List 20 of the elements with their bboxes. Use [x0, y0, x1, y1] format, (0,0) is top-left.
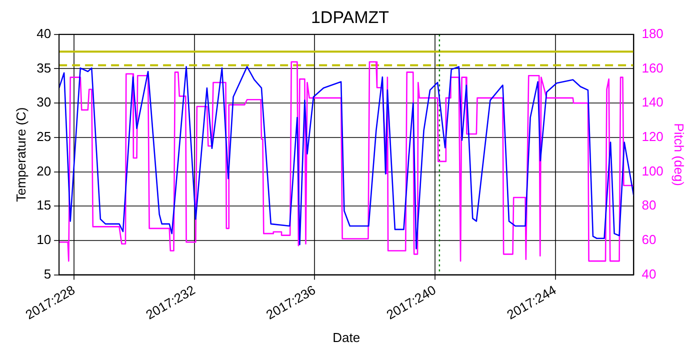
y2-axis-title: Pitch (deg) [672, 123, 687, 186]
y-tick-label: 25 [36, 129, 52, 144]
y-tick-label: 30 [36, 94, 52, 110]
x-axis-title: Date [332, 330, 360, 345]
y2-tick-label: 120 [642, 129, 664, 144]
y2-tick-label: 80 [642, 198, 656, 213]
y-tick-label: 40 [36, 26, 52, 41]
chart-title: 1DPAMZT [310, 8, 390, 27]
y-tick-label: 15 [36, 198, 52, 213]
y2-tick-label: 160 [642, 60, 664, 76]
y-tick-label: 5 [44, 266, 52, 282]
y2-tick-label: 140 [642, 94, 664, 110]
y2-tick-label: 100 [642, 163, 664, 178]
y-axis-title: Temperature (C) [13, 107, 28, 202]
y-tick-label: 20 [36, 163, 52, 178]
y-tick-label: 10 [36, 232, 52, 248]
y2-tick-label: 40 [642, 266, 656, 282]
y2-tick-label: 180 [642, 26, 664, 41]
y-tick-label: 35 [36, 60, 52, 76]
y2-tick-label: 60 [642, 232, 656, 248]
